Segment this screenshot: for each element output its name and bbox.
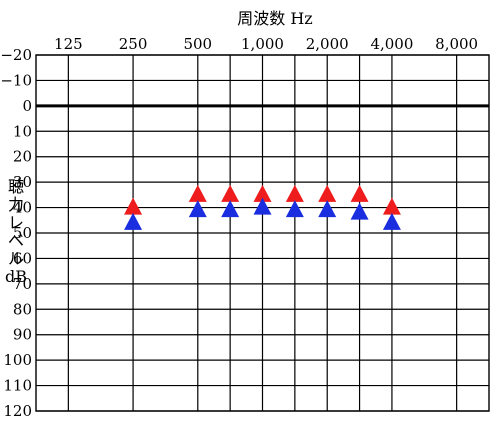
- y-tick-label: 110: [3, 377, 32, 395]
- triangle-marker-series-2: [285, 200, 304, 218]
- y-tick-label: 60: [13, 249, 32, 267]
- x-tick-label: 500: [183, 35, 212, 53]
- y-tick-label: 20: [13, 148, 32, 166]
- chart-title: 周波数 Hz: [237, 9, 312, 28]
- y-axis-label-char: 力: [8, 195, 24, 214]
- triangle-marker-series-2: [350, 202, 369, 220]
- data-marks: [124, 184, 401, 230]
- triangle-marker-series-2: [188, 200, 207, 218]
- plot-frame: [35, 54, 490, 412]
- x-tick-label: 1,000: [241, 35, 284, 53]
- y-tick-label: −20: [0, 46, 32, 64]
- y-axis-label-char: ベ: [8, 231, 24, 250]
- x-tick-label: 4,000: [370, 35, 413, 53]
- triangle-marker-series-2: [221, 200, 240, 218]
- triangle-marker-series-2: [318, 200, 337, 218]
- triangle-marker-series-1: [221, 184, 240, 202]
- triangle-marker-series-2: [253, 197, 272, 215]
- x-axis: 125 250 500 1,000 2,000 4,000 8,000: [54, 35, 478, 53]
- y-tick-label: 80: [13, 300, 32, 318]
- x-tick-label: 2,000: [306, 35, 349, 53]
- triangle-marker-series-2: [382, 212, 401, 230]
- y-tick-label: 40: [13, 199, 32, 217]
- triangle-marker-series-1: [318, 184, 337, 202]
- x-tick-label: 8,000: [435, 35, 478, 53]
- y-tick-label: −10: [0, 71, 32, 89]
- triangle-marker-series-1: [124, 197, 143, 215]
- y-axis-label-char: dB: [5, 267, 27, 286]
- y-tick-label: 0: [22, 97, 32, 115]
- y-tick-label: 100: [3, 351, 32, 369]
- y-tick-label: 30: [13, 173, 32, 191]
- y-tick-label: 90: [13, 326, 32, 344]
- y-axis: −20 −10 0 10 20 30 40 50 60 70 80 90 100 110 120: [0, 46, 32, 420]
- y-tick-label: 120: [3, 402, 32, 420]
- y-axis-label-char: 聴: [8, 177, 24, 196]
- y-tick-label: 50: [13, 224, 32, 242]
- triangle-marker-series-1: [285, 184, 304, 202]
- y-axis-label-char: ル: [8, 249, 24, 268]
- triangle-marker-series-1: [350, 184, 369, 202]
- y-tick-label: 70: [13, 275, 32, 293]
- triangle-marker-series-1: [382, 197, 401, 215]
- triangle-marker-series-2: [124, 212, 143, 230]
- triangle-marker-series-1: [188, 184, 207, 202]
- y-axis-label-char: レ: [8, 213, 24, 232]
- triangle-marker-series-1: [253, 184, 272, 202]
- y-tick-label: 10: [13, 122, 32, 140]
- x-tick-label: 250: [119, 35, 148, 53]
- x-tick-label: 125: [54, 35, 83, 53]
- grid: [35, 54, 490, 412]
